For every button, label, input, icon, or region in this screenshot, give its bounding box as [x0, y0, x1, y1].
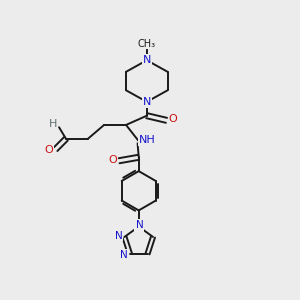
- Text: O: O: [108, 155, 117, 165]
- Text: N: N: [135, 222, 144, 232]
- Text: N: N: [120, 250, 128, 260]
- Text: N: N: [136, 220, 143, 230]
- Text: O: O: [44, 145, 53, 155]
- Text: N: N: [115, 231, 123, 241]
- Text: N: N: [142, 55, 151, 65]
- Text: N: N: [142, 97, 151, 107]
- Text: H: H: [49, 119, 58, 130]
- Text: NH: NH: [139, 135, 156, 145]
- Text: CH₃: CH₃: [138, 39, 156, 49]
- Text: O: O: [169, 114, 177, 124]
